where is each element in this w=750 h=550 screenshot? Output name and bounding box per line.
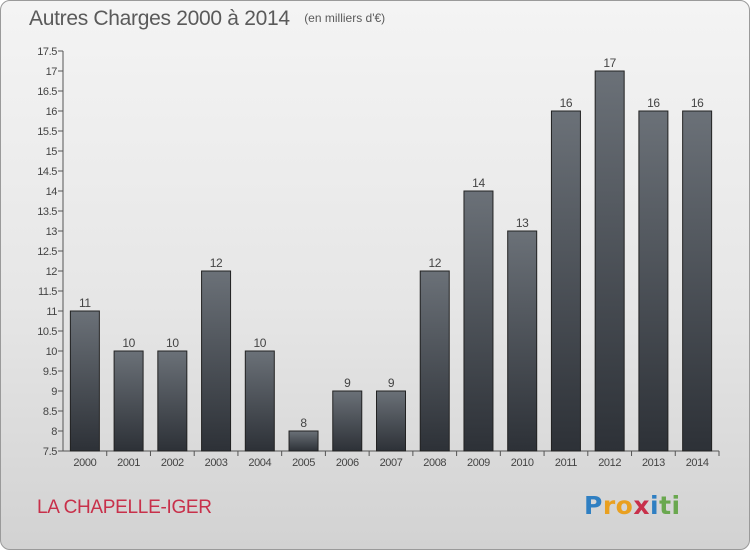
data-label-2013: 16 — [647, 96, 660, 110]
y-tick-label: 8 — [51, 426, 57, 438]
x-tick-label: 2011 — [555, 457, 577, 469]
bar-2012 — [594, 70, 625, 452]
y-tick-label: 15.5 — [37, 126, 57, 138]
logo-letter: i — [650, 491, 660, 520]
bar-2008 — [419, 270, 450, 452]
bar-2007 — [376, 390, 406, 452]
data-label-2009: 14 — [472, 176, 485, 190]
y-tick-label: 11 — [46, 306, 57, 318]
y-tick-label: 9.5 — [43, 366, 57, 378]
y-tick-label: 7.5 — [43, 446, 57, 458]
y-tick-label: 12.5 — [37, 246, 57, 258]
bar-2014 — [682, 110, 713, 452]
x-tick-label: 2007 — [380, 457, 403, 469]
bar-2003 — [201, 270, 232, 452]
data-label-2000: 11 — [79, 296, 91, 310]
proxiti-logo[interactable]: Proxiti — [584, 491, 681, 520]
data-label-2008: 12 — [428, 256, 441, 270]
chart-title: Autres Charges 2000 à 2014 — [29, 7, 290, 30]
y-tick-label: 9 — [51, 386, 57, 398]
chart-header: Autres Charges 2000 à 2014 (en milliers … — [29, 7, 385, 31]
y-tick-label: 13 — [46, 226, 58, 238]
data-label-2002: 10 — [166, 336, 179, 350]
bar-2013 — [638, 110, 669, 452]
data-label-2011: 16 — [560, 96, 573, 110]
y-tick-label: 15 — [46, 146, 58, 158]
x-tick-label: 2014 — [686, 457, 709, 469]
logo-letter: o — [615, 491, 634, 520]
x-tick-label: 2001 — [117, 457, 140, 469]
y-tick-label: 17.5 — [37, 46, 57, 58]
y-tick-label: 14.5 — [37, 166, 57, 178]
y-tick-label: 14 — [46, 186, 58, 198]
data-labels: 11 10 10 12 10 8 9 9 12 14 13 16 17 16 16 — [79, 56, 704, 430]
y-tick-label: 12 — [46, 266, 58, 278]
y-tick-label: 11.5 — [38, 286, 57, 298]
data-label-2005: 8 — [300, 416, 307, 430]
data-label-2010: 13 — [516, 216, 529, 230]
x-tick-label: 2010 — [511, 457, 534, 469]
data-label-2001: 10 — [122, 336, 135, 350]
bars — [69, 70, 713, 452]
bar-2005 — [288, 430, 319, 452]
x-tick-label: 2009 — [467, 457, 490, 469]
y-tick-label: 8.5 — [43, 406, 57, 418]
x-tick-label: 2013 — [642, 457, 665, 469]
unit-note: (en milliers d'€) — [304, 11, 386, 25]
bar-2001 — [113, 350, 144, 452]
bar-2009 — [463, 190, 494, 452]
bar-2000 — [69, 310, 100, 452]
bar-2010 — [507, 230, 538, 452]
y-tick-label: 10.5 — [37, 326, 57, 338]
data-label-2003: 12 — [210, 256, 223, 270]
x-tick-label: 2004 — [248, 457, 271, 469]
logo-letter: r — [602, 491, 616, 520]
commune-name: LA CHAPELLE-IGER — [37, 497, 212, 518]
logo-letter: x — [633, 491, 650, 520]
bar-2004 — [244, 350, 275, 452]
y-tick-label: 10 — [46, 346, 58, 358]
y-tick-label: 13.5 — [37, 206, 57, 218]
x-tick-label: 2002 — [161, 457, 184, 469]
bar-2011 — [550, 110, 581, 452]
logo-letter: P — [584, 491, 603, 520]
x-tick-label: 2012 — [598, 457, 621, 469]
y-tick-label: 16.5 — [37, 86, 57, 98]
data-label-2004: 10 — [254, 336, 267, 350]
data-label-2006: 9 — [344, 376, 351, 390]
data-label-2014: 16 — [691, 96, 704, 110]
logo-letter: i — [671, 491, 681, 520]
x-tick-label: 2000 — [73, 457, 96, 469]
data-label-2012: 17 — [603, 56, 616, 70]
data-label-2007: 9 — [388, 376, 395, 390]
y-axis: 7.5 8 8.5 9 9.5 10 10.5 11 11.5 12 12.5 13 13.5 14 14.… — [37, 46, 64, 458]
logo-letter: t — [659, 491, 672, 520]
x-axis: 2000 2001 2002 2003 2004 2005 2006 2007 2008 2009… — [63, 450, 720, 469]
bar-2006 — [332, 390, 363, 452]
bar-2002 — [157, 350, 188, 452]
y-tick-label: 17 — [46, 66, 58, 78]
x-tick-label: 2005 — [292, 457, 315, 469]
x-tick-label: 2003 — [205, 457, 228, 469]
y-tick-label: 16 — [46, 106, 58, 118]
x-tick-label: 2006 — [336, 457, 359, 469]
x-tick-label: 2008 — [423, 457, 446, 469]
